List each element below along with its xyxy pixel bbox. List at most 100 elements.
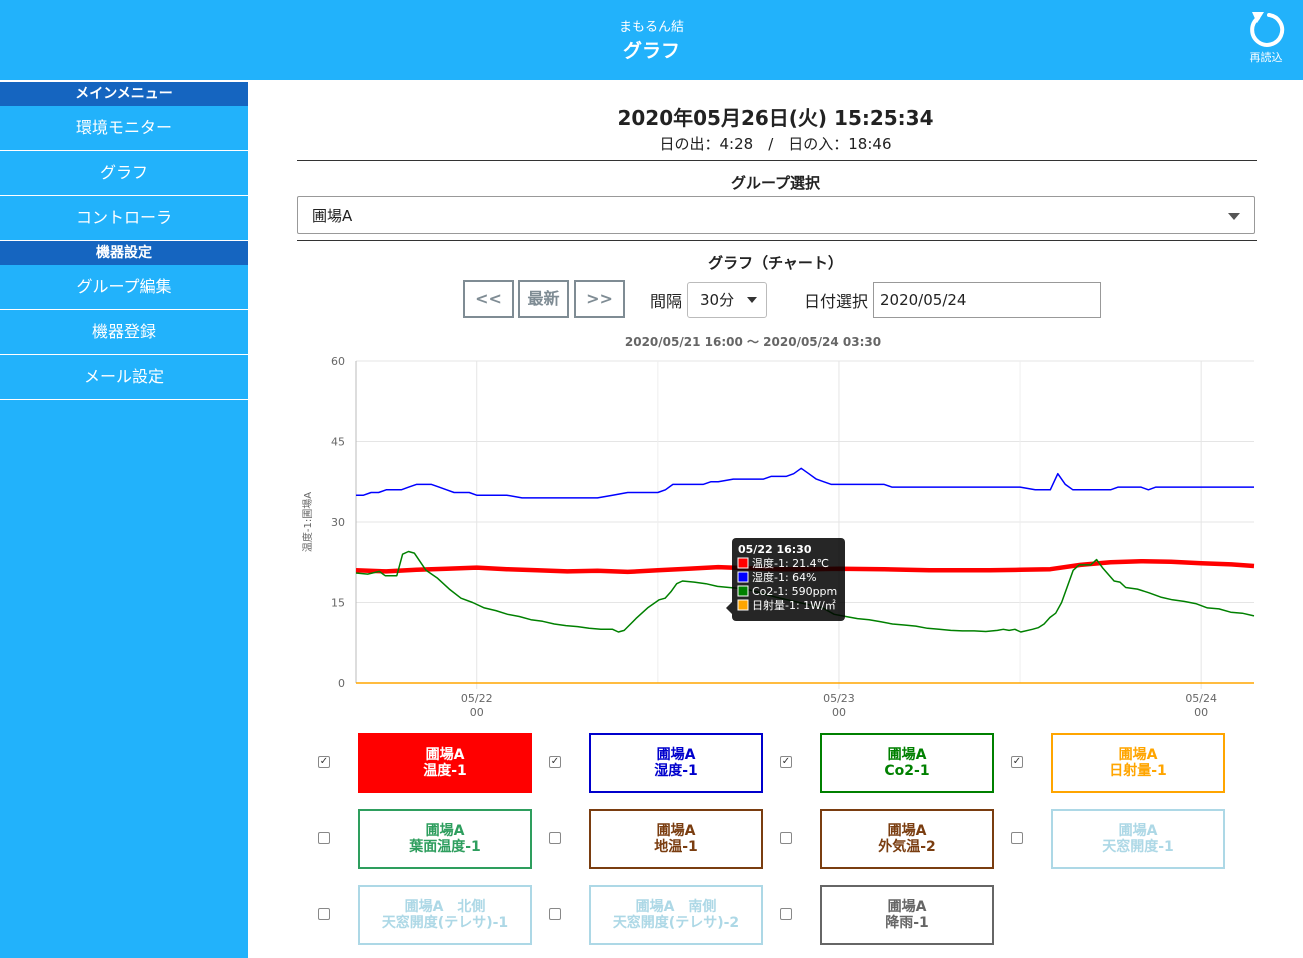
group-select-value: 圃場A bbox=[312, 207, 353, 225]
reload-label: 再読込 bbox=[1249, 51, 1283, 64]
main-content: 2020年05月26日(火) 15:25:34 日の出：4:28 / 日の入：1… bbox=[248, 80, 1303, 958]
x-tick-label: 00 bbox=[832, 706, 846, 719]
sidebar-section-main-menu: メインメニュー bbox=[0, 80, 248, 106]
y-tick-label: 30 bbox=[331, 516, 345, 529]
date-select-label: 日付選択 bbox=[804, 292, 869, 311]
series-checkbox[interactable]: ✓ bbox=[780, 756, 792, 768]
series-toggle-button[interactable]: 圃場A 天窓開度-1 bbox=[1051, 809, 1225, 869]
series-group-label: 圃場A bbox=[1118, 823, 1158, 839]
series-sensor-label: 外気温-2 bbox=[878, 839, 936, 855]
tooltip-pointer bbox=[726, 602, 732, 614]
series-toggle-item: 圃場A 外気温-2 bbox=[780, 809, 1012, 869]
series-toggle-button[interactable]: 圃場A 葉面温度-1 bbox=[358, 809, 532, 869]
latest-button[interactable]: 最新 bbox=[518, 280, 569, 318]
sidebar-item-environment-monitor[interactable]: 環境モニター bbox=[0, 106, 248, 151]
series-checkbox[interactable] bbox=[780, 832, 792, 844]
x-tick-label: 00 bbox=[470, 706, 484, 719]
series-toggle-button[interactable]: 圃場A 日射量-1 bbox=[1051, 733, 1225, 793]
series-sensor-label: 天窓開度-1 bbox=[1102, 839, 1174, 855]
series-sensor-label: 日射量-1 bbox=[1109, 763, 1167, 779]
series-toggle-item: 圃場A 葉面温度-1 bbox=[318, 809, 550, 869]
interval-select[interactable]: 30分 bbox=[687, 282, 767, 318]
next-button[interactable]: >> bbox=[574, 280, 625, 318]
series-group-label: 圃場A 北側 bbox=[404, 899, 486, 915]
series-toggle-button[interactable]: 圃場A 地温-1 bbox=[589, 809, 763, 869]
series-checkbox[interactable]: ✓ bbox=[1011, 756, 1023, 768]
y-tick-label: 15 bbox=[331, 597, 345, 610]
series-toggle-button[interactable]: 圃場A 温度-1 bbox=[358, 733, 532, 793]
series-checkbox[interactable] bbox=[780, 908, 792, 920]
tooltip-line: Co2-1: 590ppm bbox=[752, 585, 837, 598]
series-toggle-button[interactable]: 圃場A 降雨-1 bbox=[820, 885, 994, 945]
date-input[interactable]: 2020/05/24 bbox=[873, 282, 1101, 318]
series-group-label: 圃場A bbox=[656, 823, 696, 839]
series-toggle-item: 圃場A 降雨-1 bbox=[780, 885, 1012, 945]
sidebar-item-group-edit[interactable]: グループ編集 bbox=[0, 265, 248, 310]
series-toggle-button[interactable]: 圃場A 湿度-1 bbox=[589, 733, 763, 793]
sidebar-item-controller[interactable]: コントローラ bbox=[0, 196, 248, 241]
series-toggle-item: 圃場A 北側 天窓開度(テレサ)-1 bbox=[318, 885, 550, 945]
sidebar-item-graph[interactable]: グラフ bbox=[0, 151, 248, 196]
y-axis-label: 温度-1:圃場A bbox=[301, 492, 314, 552]
line-chart: 2020/05/21 16:00 〜 2020/05/24 03:30 0 15 30… bbox=[301, 335, 1255, 719]
series-toggle-item: 圃場A 地温-1 bbox=[549, 809, 781, 869]
current-datetime: 2020年05月26日(火) 15:25:34 bbox=[617, 106, 934, 130]
sidebar-item-mail-settings[interactable]: メール設定 bbox=[0, 355, 248, 400]
chevron-down-icon bbox=[747, 297, 757, 303]
group-select[interactable]: 圃場A bbox=[297, 196, 1255, 234]
tooltip-swatch bbox=[737, 557, 749, 569]
series-sensor-label: 降雨-1 bbox=[885, 915, 929, 931]
tooltip-line: 湿度-1: 64% bbox=[752, 570, 817, 584]
divider bbox=[297, 160, 1257, 161]
series-checkbox[interactable]: ✓ bbox=[318, 756, 330, 768]
series-sensor-label: Co2-1 bbox=[884, 763, 930, 779]
divider bbox=[297, 240, 1257, 241]
series-toggle-item: ✓ 圃場A 湿度-1 bbox=[549, 733, 781, 793]
series-group-label: 圃場A bbox=[887, 823, 927, 839]
series-group-label: 圃場A bbox=[887, 747, 927, 763]
reload-button[interactable]: 再読込 bbox=[1240, 10, 1292, 72]
series-toggle-item: ✓ 圃場A 日射量-1 bbox=[1011, 733, 1243, 793]
tooltip-swatch bbox=[737, 571, 749, 583]
chart-tooltip bbox=[732, 538, 845, 621]
series-toggle-button[interactable]: 圃場A 北側 天窓開度(テレサ)-1 bbox=[358, 885, 532, 945]
series-checkbox[interactable] bbox=[549, 832, 561, 844]
series-toggle-item: ✓ 圃場A Co2-1 bbox=[780, 733, 1012, 793]
tooltip-swatch bbox=[737, 585, 749, 597]
prev-button[interactable]: << bbox=[463, 280, 514, 318]
app-name: まもるん結 bbox=[618, 20, 684, 35]
series-sensor-label: 湿度-1 bbox=[654, 763, 698, 779]
series-toggle-item: ✓ 圃場A 温度-1 bbox=[318, 733, 550, 793]
series-group-label: 圃場A bbox=[656, 747, 696, 763]
series-checkbox[interactable] bbox=[549, 908, 561, 920]
series-group-label: 圃場A bbox=[425, 747, 465, 763]
tooltip-title: 05/22 16:30 bbox=[738, 543, 812, 556]
sidebar-section-device-settings: 機器設定 bbox=[0, 241, 248, 265]
y-tick-label: 45 bbox=[331, 436, 345, 449]
series-checkbox[interactable]: ✓ bbox=[549, 756, 561, 768]
series-toggle-button[interactable]: 圃場A 外気温-2 bbox=[820, 809, 994, 869]
x-tick-label: 00 bbox=[1194, 706, 1208, 719]
chart-range-title: 2020/05/21 16:00 〜 2020/05/24 03:30 bbox=[625, 335, 881, 349]
chevron-down-icon bbox=[1228, 213, 1240, 220]
series-group-label: 圃場A bbox=[425, 823, 465, 839]
x-tick-label: 05/22 bbox=[461, 692, 493, 705]
x-tick-label: 05/23 bbox=[823, 692, 855, 705]
y-tick-label: 60 bbox=[331, 355, 345, 368]
chart-section-title: グラフ（チャート） bbox=[708, 254, 843, 272]
tooltip-line: 温度-1: 21.4℃ bbox=[752, 556, 829, 570]
interval-label: 間隔 bbox=[650, 292, 683, 311]
series-checkbox[interactable] bbox=[318, 832, 330, 844]
sidebar-item-device-register[interactable]: 機器登録 bbox=[0, 310, 248, 355]
series-toggle-button[interactable]: 圃場A 南側 天窓開度(テレサ)-2 bbox=[589, 885, 763, 945]
tooltip-line: 日射量-1: 1W/㎡ bbox=[752, 598, 836, 612]
sidebar: メインメニュー 環境モニター グラフ コントローラ 機器設定 グループ編集 機器… bbox=[0, 80, 248, 958]
app-header: まもるん結 グラフ 再読込 bbox=[0, 0, 1303, 80]
series-line-湿度-1 bbox=[356, 467, 1254, 499]
series-group-label: 圃場A 南側 bbox=[635, 899, 717, 915]
series-toggle-item: 圃場A 南側 天窓開度(テレサ)-2 bbox=[549, 885, 781, 945]
series-checkbox[interactable] bbox=[318, 908, 330, 920]
series-checkbox[interactable] bbox=[1011, 832, 1023, 844]
series-toggle-button[interactable]: 圃場A Co2-1 bbox=[820, 733, 994, 793]
series-sensor-label: 天窓開度(テレサ)-1 bbox=[381, 915, 509, 931]
